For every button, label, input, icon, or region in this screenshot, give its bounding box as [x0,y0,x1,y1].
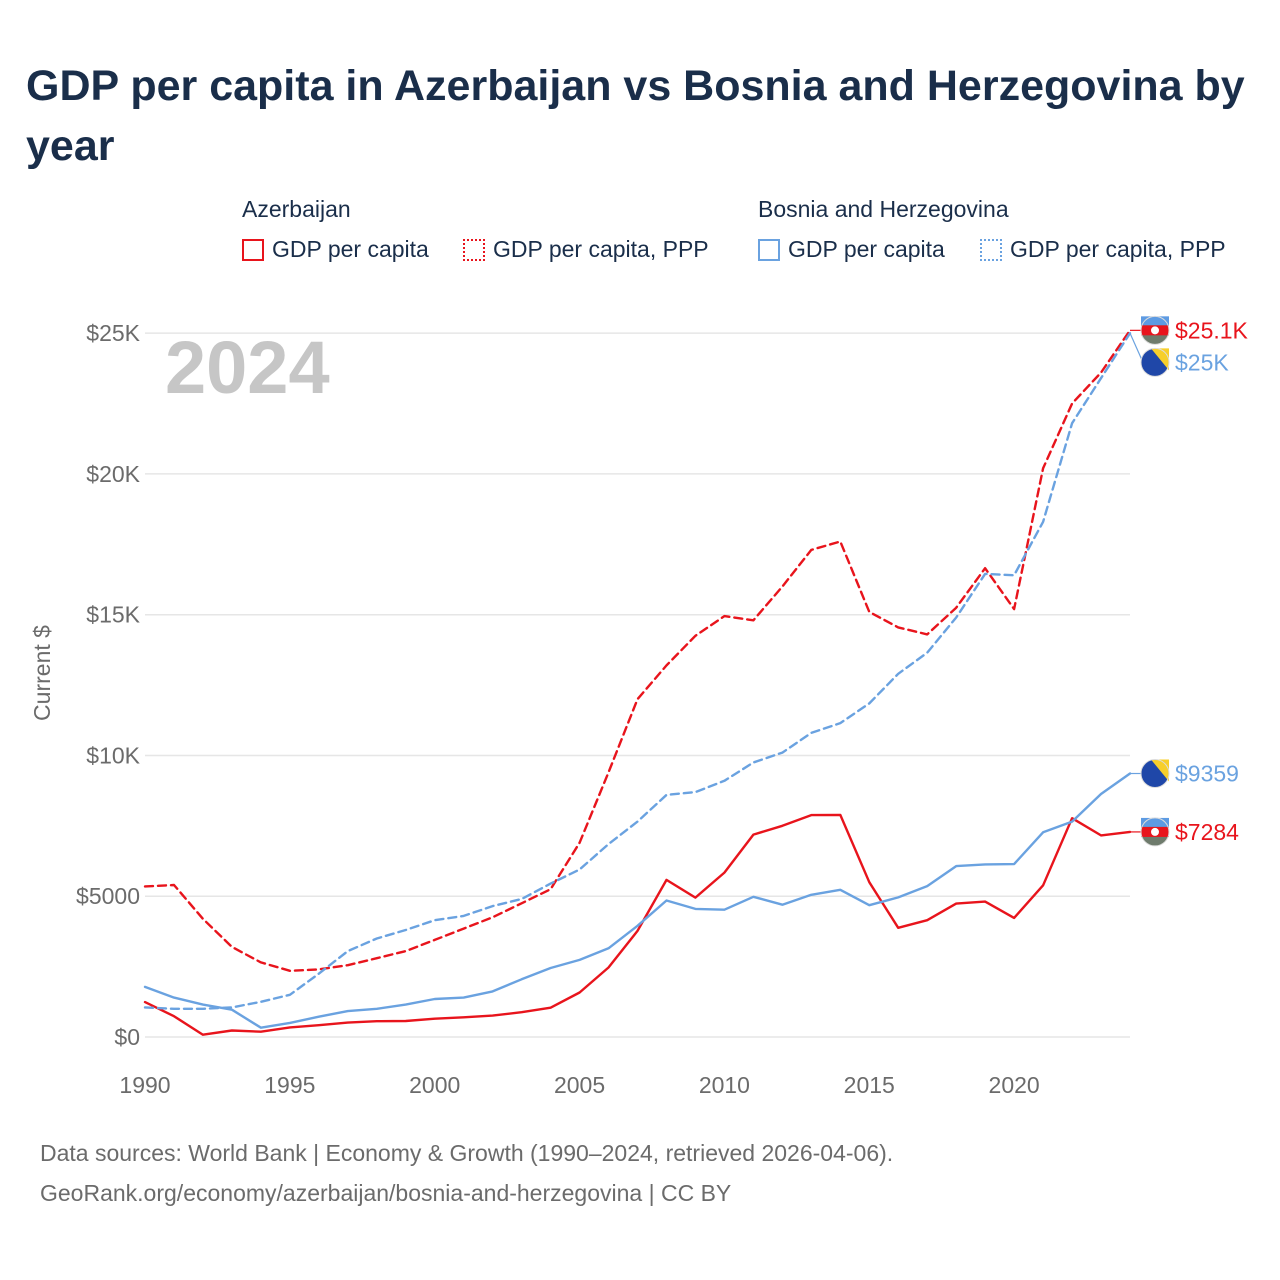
x-tick-label: 2010 [699,1072,750,1098]
flag-crescent [1151,326,1159,335]
x-tick-label: 1990 [119,1072,170,1098]
x-tick-label: 2000 [409,1072,460,1098]
legend-swatch-solid [242,238,264,261]
legend-group-bosnia: Bosnia and Herzegovina [758,196,1009,222]
flag-outline [1140,347,1170,377]
azerbaijan-flag-icon [1140,817,1170,847]
series-group [143,329,1132,1036]
y-tick-label: $15K [86,602,140,628]
legend-swatch-dotted [463,238,485,261]
legend-item-label: GDP per capita, PPP [493,236,709,262]
legend-item-bosnia-gdp-ppp[interactable]: GDP per capita, PPP [980,236,1226,263]
flag-outline [1140,315,1170,345]
flag-stripe-blue [1141,817,1169,827]
flag-crescent [1151,827,1159,836]
legend-item-label: GDP per capita [788,236,945,262]
end-labels: $25.1K $25K $9359 $7284 [1129,315,1249,847]
y-tick-label: $25K [86,320,140,346]
x-axis: 1990 1995 2000 2005 2010 2015 2020 [119,1072,1039,1098]
legend-swatch-dotted [980,238,1002,261]
flag-outline [1140,817,1170,847]
flag-triangle [1151,759,1169,782]
chart-plot: 2024 $0 $5000 $10K $15K $20K $25K 1990 1995 200… [29,315,1249,1098]
legend-swatch-solid [758,238,780,261]
series-line-azerbaijan-dashed [143,329,1132,972]
flag-stripe-blue [1141,316,1169,326]
gridlines [145,332,1130,1038]
y-axis: $0 $5000 $10K $15K $20K $25K [76,320,141,1050]
legend-item-bosnia-gdp[interactable]: GDP per capita [758,236,945,263]
footer-link[interactable]: GeoRank.org/economy/azerbaijan/bosnia-an… [40,1180,732,1206]
legend-item-azerbaijan-gdp[interactable]: GDP per capita [242,236,429,263]
footer-sources: Data sources: World Bank | Economy & Gro… [40,1140,894,1166]
legend-item-azerbaijan-gdp-ppp[interactable]: GDP per capita, PPP [463,236,709,263]
x-tick-label: 2020 [989,1072,1040,1098]
legend-item-label: GDP per capita, PPP [1010,236,1226,262]
end-value-label: $7284 [1175,819,1239,845]
y-tick-label: $10K [86,742,140,768]
y-tick-label: $0 [114,1024,140,1050]
chart-title: GDP per capita in Azerbaijan vs Bosnia a… [26,62,1245,170]
flag-triangle [1151,348,1169,371]
bosnia-flag-icon [1140,347,1170,377]
flag-outline [1140,759,1170,789]
legend-group-azerbaijan: Azerbaijan [242,196,351,222]
y-tick-label: $20K [86,461,140,487]
end-label-connector [1129,332,1144,363]
year-watermark: 2024 [165,326,330,409]
legend-item-label: GDP per capita [272,236,429,262]
end-value-label: $9359 [1175,761,1239,787]
end-value-label: $25.1K [1175,317,1249,343]
series-line-bosnia-dashed [143,332,1132,1010]
x-tick-label: 2015 [844,1072,895,1098]
azerbaijan-flag-icon [1140,315,1170,345]
y-axis-label: Current $ [29,625,55,721]
bosnia-flag-icon [1140,759,1170,789]
y-tick-label: $5000 [76,883,140,909]
end-value-label: $25K [1175,349,1229,375]
series-line-azerbaijan-solid [143,813,1132,1036]
x-tick-label: 2005 [554,1072,605,1098]
series-line-bosnia-solid [143,772,1132,1029]
x-tick-label: 1995 [264,1072,315,1098]
